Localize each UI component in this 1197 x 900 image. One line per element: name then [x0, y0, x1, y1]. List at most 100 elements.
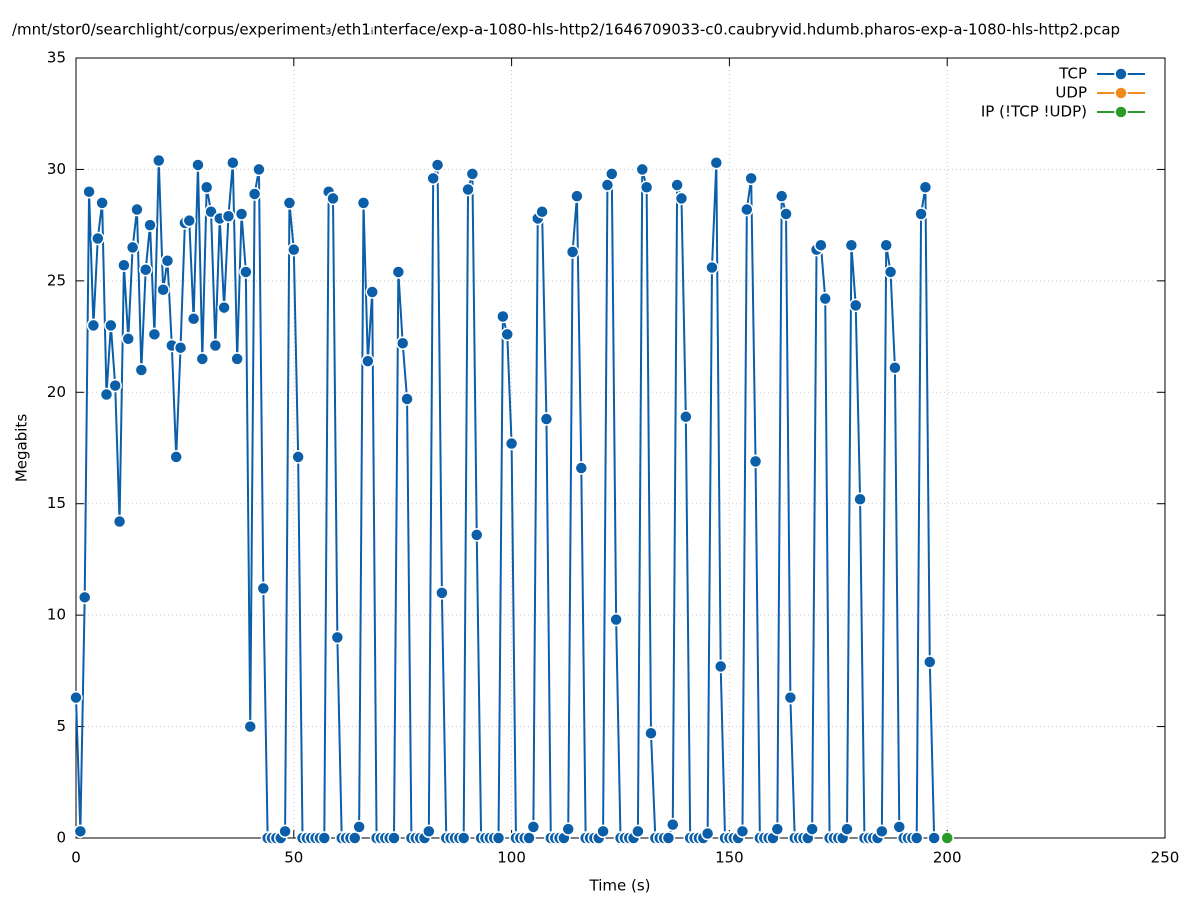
data-point: [609, 612, 623, 627]
data-point: [99, 387, 114, 402]
data-point: [199, 180, 214, 195]
legend-bg: [950, 65, 1150, 84]
data-point: [570, 189, 584, 203]
data-point: [395, 336, 410, 351]
y-axis-label: Megabits: [13, 414, 31, 482]
data-point: [91, 231, 105, 246]
data-point: [674, 191, 689, 206]
data-point: [247, 187, 262, 201]
data-point: [605, 167, 619, 181]
data-point: [82, 184, 96, 199]
data-point: [422, 824, 436, 839]
data-point: [387, 831, 401, 845]
data-point: [914, 207, 928, 221]
data-point: [805, 822, 819, 836]
data-point: [709, 155, 724, 170]
data-point: [326, 191, 340, 206]
data-point: [125, 240, 140, 255]
data-point: [121, 332, 136, 346]
data-point: [596, 824, 610, 839]
data-point: [818, 291, 832, 306]
data-point: [143, 218, 157, 232]
y-tick-label: 10: [47, 606, 66, 624]
x-tick-label: 250: [1151, 849, 1180, 867]
data-point: [561, 822, 575, 836]
data-point: [522, 831, 536, 845]
data-point: [853, 492, 867, 507]
data-point: [465, 167, 480, 181]
data-point: [848, 298, 863, 313]
data-point: [330, 630, 345, 645]
data-point: [500, 327, 514, 342]
data-point: [491, 831, 506, 845]
data-point: [287, 242, 301, 257]
data-point: [600, 178, 615, 192]
data-point: [879, 238, 893, 252]
data-point: [435, 586, 449, 600]
data-point: [504, 436, 519, 451]
legend-marker: [1114, 105, 1128, 119]
data-point: [888, 361, 902, 375]
data-point: [426, 171, 440, 186]
data-point: [639, 180, 654, 195]
data-point: [700, 826, 715, 841]
data-point: [892, 820, 907, 834]
legend-bg: [950, 103, 1150, 122]
data-point: [875, 824, 889, 839]
data-point: [361, 354, 375, 368]
data-point: [713, 659, 728, 674]
data-point: [221, 209, 236, 223]
data-point: [430, 158, 445, 172]
data-point: [243, 719, 257, 734]
y-tick-label: 5: [56, 717, 66, 735]
series-line: [75, 160, 936, 839]
data-point: [291, 450, 305, 464]
data-point: [883, 265, 898, 279]
data-point: [770, 822, 785, 836]
data-point: [234, 207, 249, 221]
data-point: [317, 831, 332, 845]
legend-marker: [1114, 67, 1128, 81]
data-point: [147, 327, 162, 342]
data-point: [814, 238, 828, 252]
data-point: [152, 153, 166, 168]
data-point: [918, 180, 933, 195]
data-point: [635, 162, 650, 177]
data-point: [356, 196, 371, 210]
y-tick-label: 30: [47, 160, 66, 178]
data-point: [539, 412, 554, 426]
data-point: [470, 528, 484, 542]
chart-title: /mnt/stor0/searchlight/corpus/experiment…: [12, 21, 1120, 39]
legend-marker: [1114, 86, 1128, 100]
data-point: [705, 260, 719, 275]
data-point: [391, 265, 406, 279]
y-tick-label: 35: [47, 49, 66, 67]
plot-border: [75, 57, 1166, 839]
data-point: [526, 820, 541, 834]
data-point: [104, 318, 118, 333]
data-point: [783, 690, 798, 705]
data-point: [217, 300, 231, 315]
data-point: [661, 831, 676, 845]
data-point: [844, 238, 859, 252]
x-tick-label: 200: [933, 849, 962, 867]
data-point: [256, 581, 271, 596]
data-point: [156, 283, 170, 297]
data-point: [204, 205, 218, 219]
data-point: [940, 831, 954, 845]
data-point: [927, 831, 941, 845]
y-tick-label: 15: [47, 494, 66, 512]
y-tick-label: 25: [47, 271, 66, 289]
data-point: [86, 318, 101, 333]
data-point: [840, 822, 854, 836]
data-point: [226, 155, 240, 170]
data-point: [186, 311, 201, 326]
data-point: [740, 202, 754, 217]
data-point: [69, 690, 83, 705]
data-point: [565, 245, 580, 259]
x-tick-label: 0: [71, 849, 81, 867]
data-point: [239, 265, 253, 279]
legend-label: UDP: [1055, 84, 1087, 102]
